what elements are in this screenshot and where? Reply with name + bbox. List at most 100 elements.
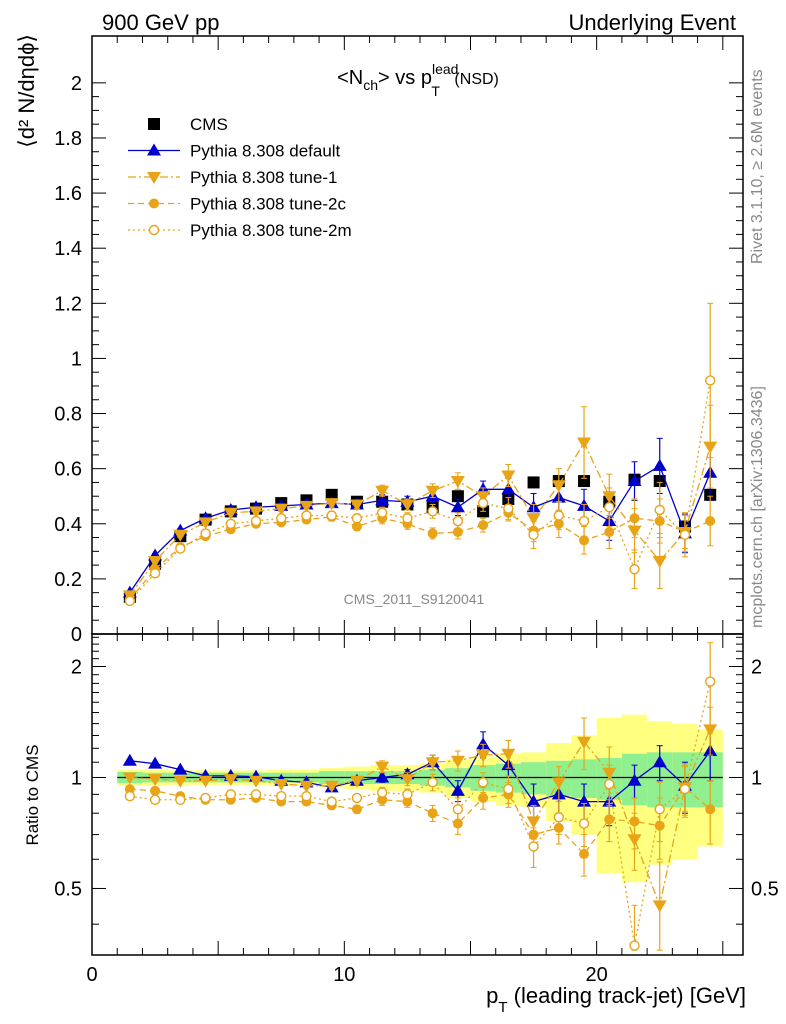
legend-label: Pythia 8.308 tune-1 (190, 168, 337, 187)
ratio-point (400, 774, 415, 787)
ratio-point (200, 792, 211, 804)
data-point (553, 510, 565, 521)
title-sub-a: ch (363, 77, 378, 93)
data-point (450, 476, 465, 489)
data-point (705, 516, 716, 527)
data-point (477, 497, 489, 509)
xtick-label: 0 (86, 964, 97, 986)
data-point (704, 375, 716, 386)
ratio-point (249, 775, 264, 788)
ratio-point (652, 755, 667, 768)
data-point (200, 528, 211, 539)
xtick-label: 20 (586, 964, 608, 986)
data-point (425, 485, 440, 498)
data-point (175, 543, 186, 554)
ratio-point (425, 757, 440, 770)
ratio-point (349, 775, 364, 788)
ratio-point (124, 790, 136, 802)
ratio-point (476, 750, 491, 763)
ratio-point (148, 774, 163, 787)
rivet-label: Rivet 3.1.10, ≥ 2.6M events (749, 69, 766, 264)
ratio-point (198, 775, 213, 788)
ratio-point (652, 900, 667, 913)
ratio-point (501, 748, 516, 761)
series-tune1 (122, 404, 718, 603)
ratio-point (175, 794, 186, 805)
ratio-point (276, 790, 287, 802)
ratio-point (528, 841, 539, 852)
ratio-point (250, 789, 262, 800)
ratio-point (427, 808, 438, 819)
legend-label: CMS (190, 115, 228, 134)
data-point (375, 493, 390, 506)
data-point (577, 437, 592, 450)
ratio-point (679, 783, 691, 795)
ratio-point (376, 787, 388, 798)
data-point (375, 485, 390, 498)
data-point (249, 506, 264, 519)
data-point (326, 510, 337, 521)
ratio-point (629, 816, 640, 827)
title-part-a: <N (337, 67, 363, 89)
ratio-point (578, 818, 590, 829)
series-line (129, 441, 711, 596)
data-point (503, 503, 514, 514)
ytick-label: 0.5 (54, 878, 82, 900)
data-point (478, 520, 489, 531)
data-point (124, 595, 136, 607)
data-point (551, 480, 566, 493)
ratio-point (476, 737, 491, 750)
ratio-point (301, 790, 312, 802)
data-point (276, 513, 287, 524)
ratio-point (705, 804, 716, 815)
ratio-point (377, 794, 388, 805)
ytick-label: 0.6 (54, 459, 82, 481)
ratio-point (551, 777, 566, 790)
ratio-point (324, 780, 339, 793)
ratio-point (427, 777, 438, 788)
ratio-point (173, 775, 188, 788)
ratio-point (579, 849, 590, 860)
ratio-ylabel: Ratio to CMS (23, 744, 42, 845)
data-point (349, 499, 364, 512)
ratio-point (150, 785, 161, 796)
ratio-point (274, 779, 289, 792)
header-left: 900 GeV pp (102, 10, 219, 35)
title-part-c: (NSD) (450, 71, 499, 88)
data-point (427, 528, 438, 539)
ratio-point (173, 762, 188, 775)
series-tune2m (124, 302, 716, 607)
data-point (149, 568, 161, 579)
ratio-series-tune2m (124, 642, 716, 951)
mcplots-label: mcplots.cern.ch [arXiv:1306.3436] (749, 386, 766, 628)
main-panel: 0 0.2 0.4 0.6 0.8 1 1.2 1.4 1.6 1.8 2 CMS Pythia 8.3… (54, 35, 744, 646)
data-point (351, 513, 363, 524)
header-right: Underlying Event (568, 10, 736, 35)
data-point (652, 555, 667, 568)
ratio-point (122, 772, 137, 785)
ytick-label: 2 (71, 656, 82, 678)
ratio-point (478, 792, 489, 803)
x-axis-label: pT (leading track-jet) [GeV] (486, 983, 746, 1016)
data-point (351, 521, 362, 532)
ytick-label-right: 1 (751, 767, 762, 789)
data-point (427, 506, 438, 517)
ratio-point (375, 770, 390, 783)
series-line (129, 380, 711, 602)
title-sub-b: T (431, 83, 440, 99)
ytick-label: 1.4 (54, 238, 82, 260)
xlabel-rest: (leading track-jet) [GeV] (508, 983, 746, 1008)
xtick-label: 10 (333, 964, 355, 986)
ratio-point (526, 794, 541, 807)
main-ylabel: ⟨d² N/dηdϕ⟩ (14, 34, 39, 148)
data-point (604, 527, 615, 538)
ratio-point (627, 773, 642, 786)
ytick-label: 1 (71, 348, 82, 370)
data-point (679, 529, 691, 540)
ratio-point (477, 777, 489, 788)
data-point (501, 482, 516, 495)
ratio-point (225, 789, 236, 800)
data-point (299, 500, 314, 513)
chart-title: <Nch> vs plead T (NSD) (337, 61, 499, 99)
